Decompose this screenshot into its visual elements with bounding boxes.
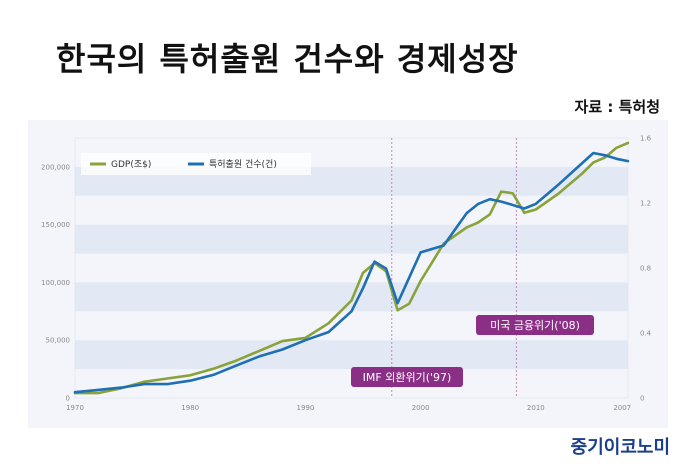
y-left-tick-label: 200,000 <box>41 163 70 171</box>
annotation-imf-box <box>351 367 463 387</box>
x-tick-label: 2010 <box>527 404 545 412</box>
grid-band <box>75 282 628 312</box>
x-tick-label: 1980 <box>181 404 199 412</box>
page-title: 한국의 특허출원 건수와 경제성장 <box>56 40 519 78</box>
annotation-financial-crisis-label: 미국 금융위기('08) <box>490 319 580 332</box>
brand-logo: 중기이코노미 <box>570 437 670 458</box>
y-right-tick-label: 1.2 <box>640 200 651 208</box>
x-tick-label: 1970 <box>66 404 84 412</box>
x-tick-label: 2007 <box>613 404 631 412</box>
y-left-tick-label: 150,000 <box>41 221 70 229</box>
y-left-tick-label: 100,000 <box>41 279 70 287</box>
plot-frame <box>74 137 629 399</box>
x-tick-label: 2000 <box>412 404 430 412</box>
legend-entry: 특허출원 건수(건) <box>209 159 277 170</box>
source-label: 자료 : 특허청 <box>574 98 660 116</box>
y-right-tick-label: 0.8 <box>640 265 651 273</box>
y-right-tick-label: 1.6 <box>640 135 652 143</box>
annotation-financial-crisis-box <box>476 315 594 335</box>
chart: 0 50,000 100,000 150,000 200,000 0 0.4 0.8 1.2 1.… <box>41 135 652 413</box>
grid-band <box>75 340 628 370</box>
patent-series-line <box>73 151 630 394</box>
gdp-series-line <box>73 141 630 395</box>
y-right-tick-label: 0.4 <box>640 330 652 338</box>
chart-panel: 0 50,000 100,000 150,000 200,000 0 0.4 0.8 1.2 1.… <box>28 120 668 428</box>
y-left-tick-label: 50,000 <box>46 337 71 345</box>
grid-band <box>75 224 628 254</box>
annotation-imf-label: IMF 외환위기('97) <box>363 371 452 384</box>
x-tick-label: 1990 <box>297 404 315 412</box>
y-left-tick-label: 0 <box>66 395 70 403</box>
legend-entry: GDP(조$) <box>111 160 151 170</box>
y-right-tick-label: 0 <box>640 395 644 403</box>
